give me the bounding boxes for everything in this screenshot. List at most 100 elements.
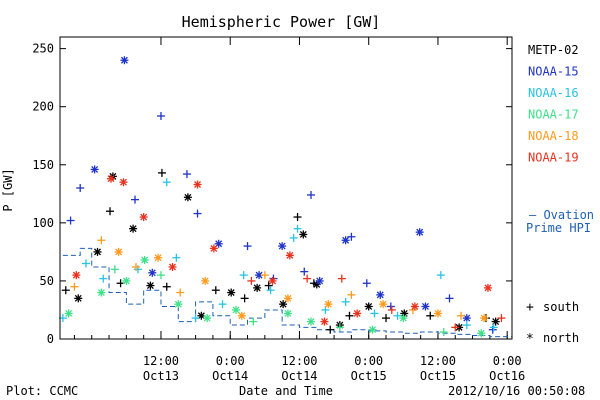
north-marker bbox=[421, 302, 430, 311]
north-marker bbox=[90, 165, 99, 174]
north-marker bbox=[64, 309, 73, 318]
y-tick-label: 100 bbox=[32, 216, 54, 230]
north-marker bbox=[283, 294, 292, 303]
south-marker bbox=[162, 178, 171, 187]
south-marker bbox=[426, 311, 435, 320]
south-marker bbox=[110, 265, 119, 274]
marker-legend-north-label: north bbox=[543, 331, 579, 345]
south-marker bbox=[99, 274, 108, 283]
north-marker bbox=[227, 288, 236, 297]
legend-entry: NOAA-17 bbox=[528, 108, 579, 122]
south-marker bbox=[451, 323, 460, 332]
north-marker bbox=[237, 311, 246, 320]
south-marker bbox=[211, 286, 220, 295]
south-marker bbox=[131, 262, 140, 271]
ovation-legend-line2: Prime HPI bbox=[526, 221, 591, 235]
south-marker bbox=[370, 309, 379, 318]
legend: METP-02 NOAA-15 NOAA-16 NOAA-17 NOAA-18 NOAA-… bbox=[528, 43, 579, 165]
y-tick-label: 250 bbox=[32, 42, 54, 56]
north-marker bbox=[415, 228, 424, 237]
x-tick-label-time: 0:00 bbox=[493, 354, 522, 368]
south-marker bbox=[326, 325, 335, 334]
ovation-legend-line1: — Ovation bbox=[529, 208, 594, 222]
north-marker bbox=[120, 56, 129, 65]
south-marker bbox=[347, 232, 356, 241]
legend-entry: NOAA-15 bbox=[528, 65, 579, 79]
south-marker bbox=[386, 302, 395, 311]
legend-entry: NOAA-19 bbox=[528, 151, 579, 165]
north-marker bbox=[480, 314, 489, 323]
north-marker bbox=[399, 314, 408, 323]
south-marker bbox=[247, 276, 256, 285]
north-marker bbox=[341, 236, 350, 245]
south-marker bbox=[337, 274, 346, 283]
south-marker bbox=[97, 236, 106, 245]
north-marker bbox=[193, 180, 202, 189]
south-marker bbox=[131, 195, 140, 204]
south-marker bbox=[345, 311, 354, 320]
south-marker bbox=[408, 305, 417, 314]
north-marker bbox=[353, 309, 362, 318]
south-marker bbox=[293, 213, 302, 222]
plot-credit: Plot: CCMC bbox=[6, 384, 78, 398]
y-axis-label: P [GW] bbox=[1, 168, 15, 211]
south-marker bbox=[61, 286, 70, 295]
legend-entry: NOAA-16 bbox=[528, 86, 579, 100]
x-tick-label-date: Oct14 bbox=[281, 369, 317, 383]
south-marker bbox=[243, 242, 252, 251]
x-axis-ticks: 12:00Oct130:00Oct1412:00Oct140:00Oct1512… bbox=[73, 37, 525, 383]
x-tick-label-time: 12:00 bbox=[420, 354, 456, 368]
south-marker bbox=[76, 184, 85, 192]
north-marker bbox=[324, 300, 333, 309]
y-tick-label: 0 bbox=[47, 332, 54, 346]
south-marker bbox=[81, 259, 90, 268]
north-marker bbox=[320, 317, 329, 326]
south-marker bbox=[497, 314, 506, 323]
north-marker bbox=[106, 174, 115, 183]
south-marker bbox=[193, 209, 202, 218]
north-marker bbox=[183, 193, 192, 202]
north-marker bbox=[268, 276, 277, 285]
south-marker bbox=[387, 305, 396, 314]
legend-entry: NOAA-18 bbox=[528, 129, 579, 143]
south-marker bbox=[300, 267, 309, 276]
north-marker bbox=[140, 256, 149, 265]
ovation-hpi-line bbox=[62, 247, 512, 338]
marker-legend-south-symbol: + bbox=[526, 300, 534, 315]
north-marker bbox=[278, 242, 287, 251]
north-marker bbox=[315, 276, 324, 285]
north-marker bbox=[364, 302, 373, 311]
legend-entry: METP-02 bbox=[528, 43, 579, 57]
south-marker bbox=[239, 271, 248, 280]
south-marker bbox=[335, 323, 344, 332]
marker-legend-south-label: south bbox=[543, 300, 579, 314]
north-marker bbox=[299, 230, 308, 239]
north-marker bbox=[410, 302, 419, 311]
south-marker bbox=[191, 314, 200, 323]
north-marker bbox=[74, 294, 83, 303]
south-marker bbox=[66, 216, 75, 225]
north-marker bbox=[283, 309, 292, 318]
x-axis-label: Date and Time bbox=[239, 384, 333, 398]
north-marker bbox=[148, 268, 157, 277]
north-marker bbox=[379, 300, 388, 309]
x-tick-label-time: 0:00 bbox=[354, 354, 383, 368]
north-marker bbox=[114, 247, 123, 256]
south-marker bbox=[436, 271, 445, 280]
north-marker bbox=[285, 251, 294, 260]
north-marker bbox=[122, 276, 131, 285]
north-marker bbox=[279, 300, 288, 309]
south-marker bbox=[172, 253, 181, 262]
north-marker bbox=[491, 317, 500, 326]
north-marker bbox=[146, 281, 155, 290]
north-marker bbox=[168, 262, 177, 271]
south-marker bbox=[106, 207, 115, 216]
north-marker bbox=[231, 305, 240, 314]
north-marker bbox=[368, 325, 377, 334]
y-tick-label: 150 bbox=[32, 158, 54, 172]
south-marker bbox=[156, 111, 165, 120]
y-tick-label: 200 bbox=[32, 100, 54, 114]
north-marker bbox=[154, 253, 163, 262]
south-marker bbox=[156, 271, 165, 280]
